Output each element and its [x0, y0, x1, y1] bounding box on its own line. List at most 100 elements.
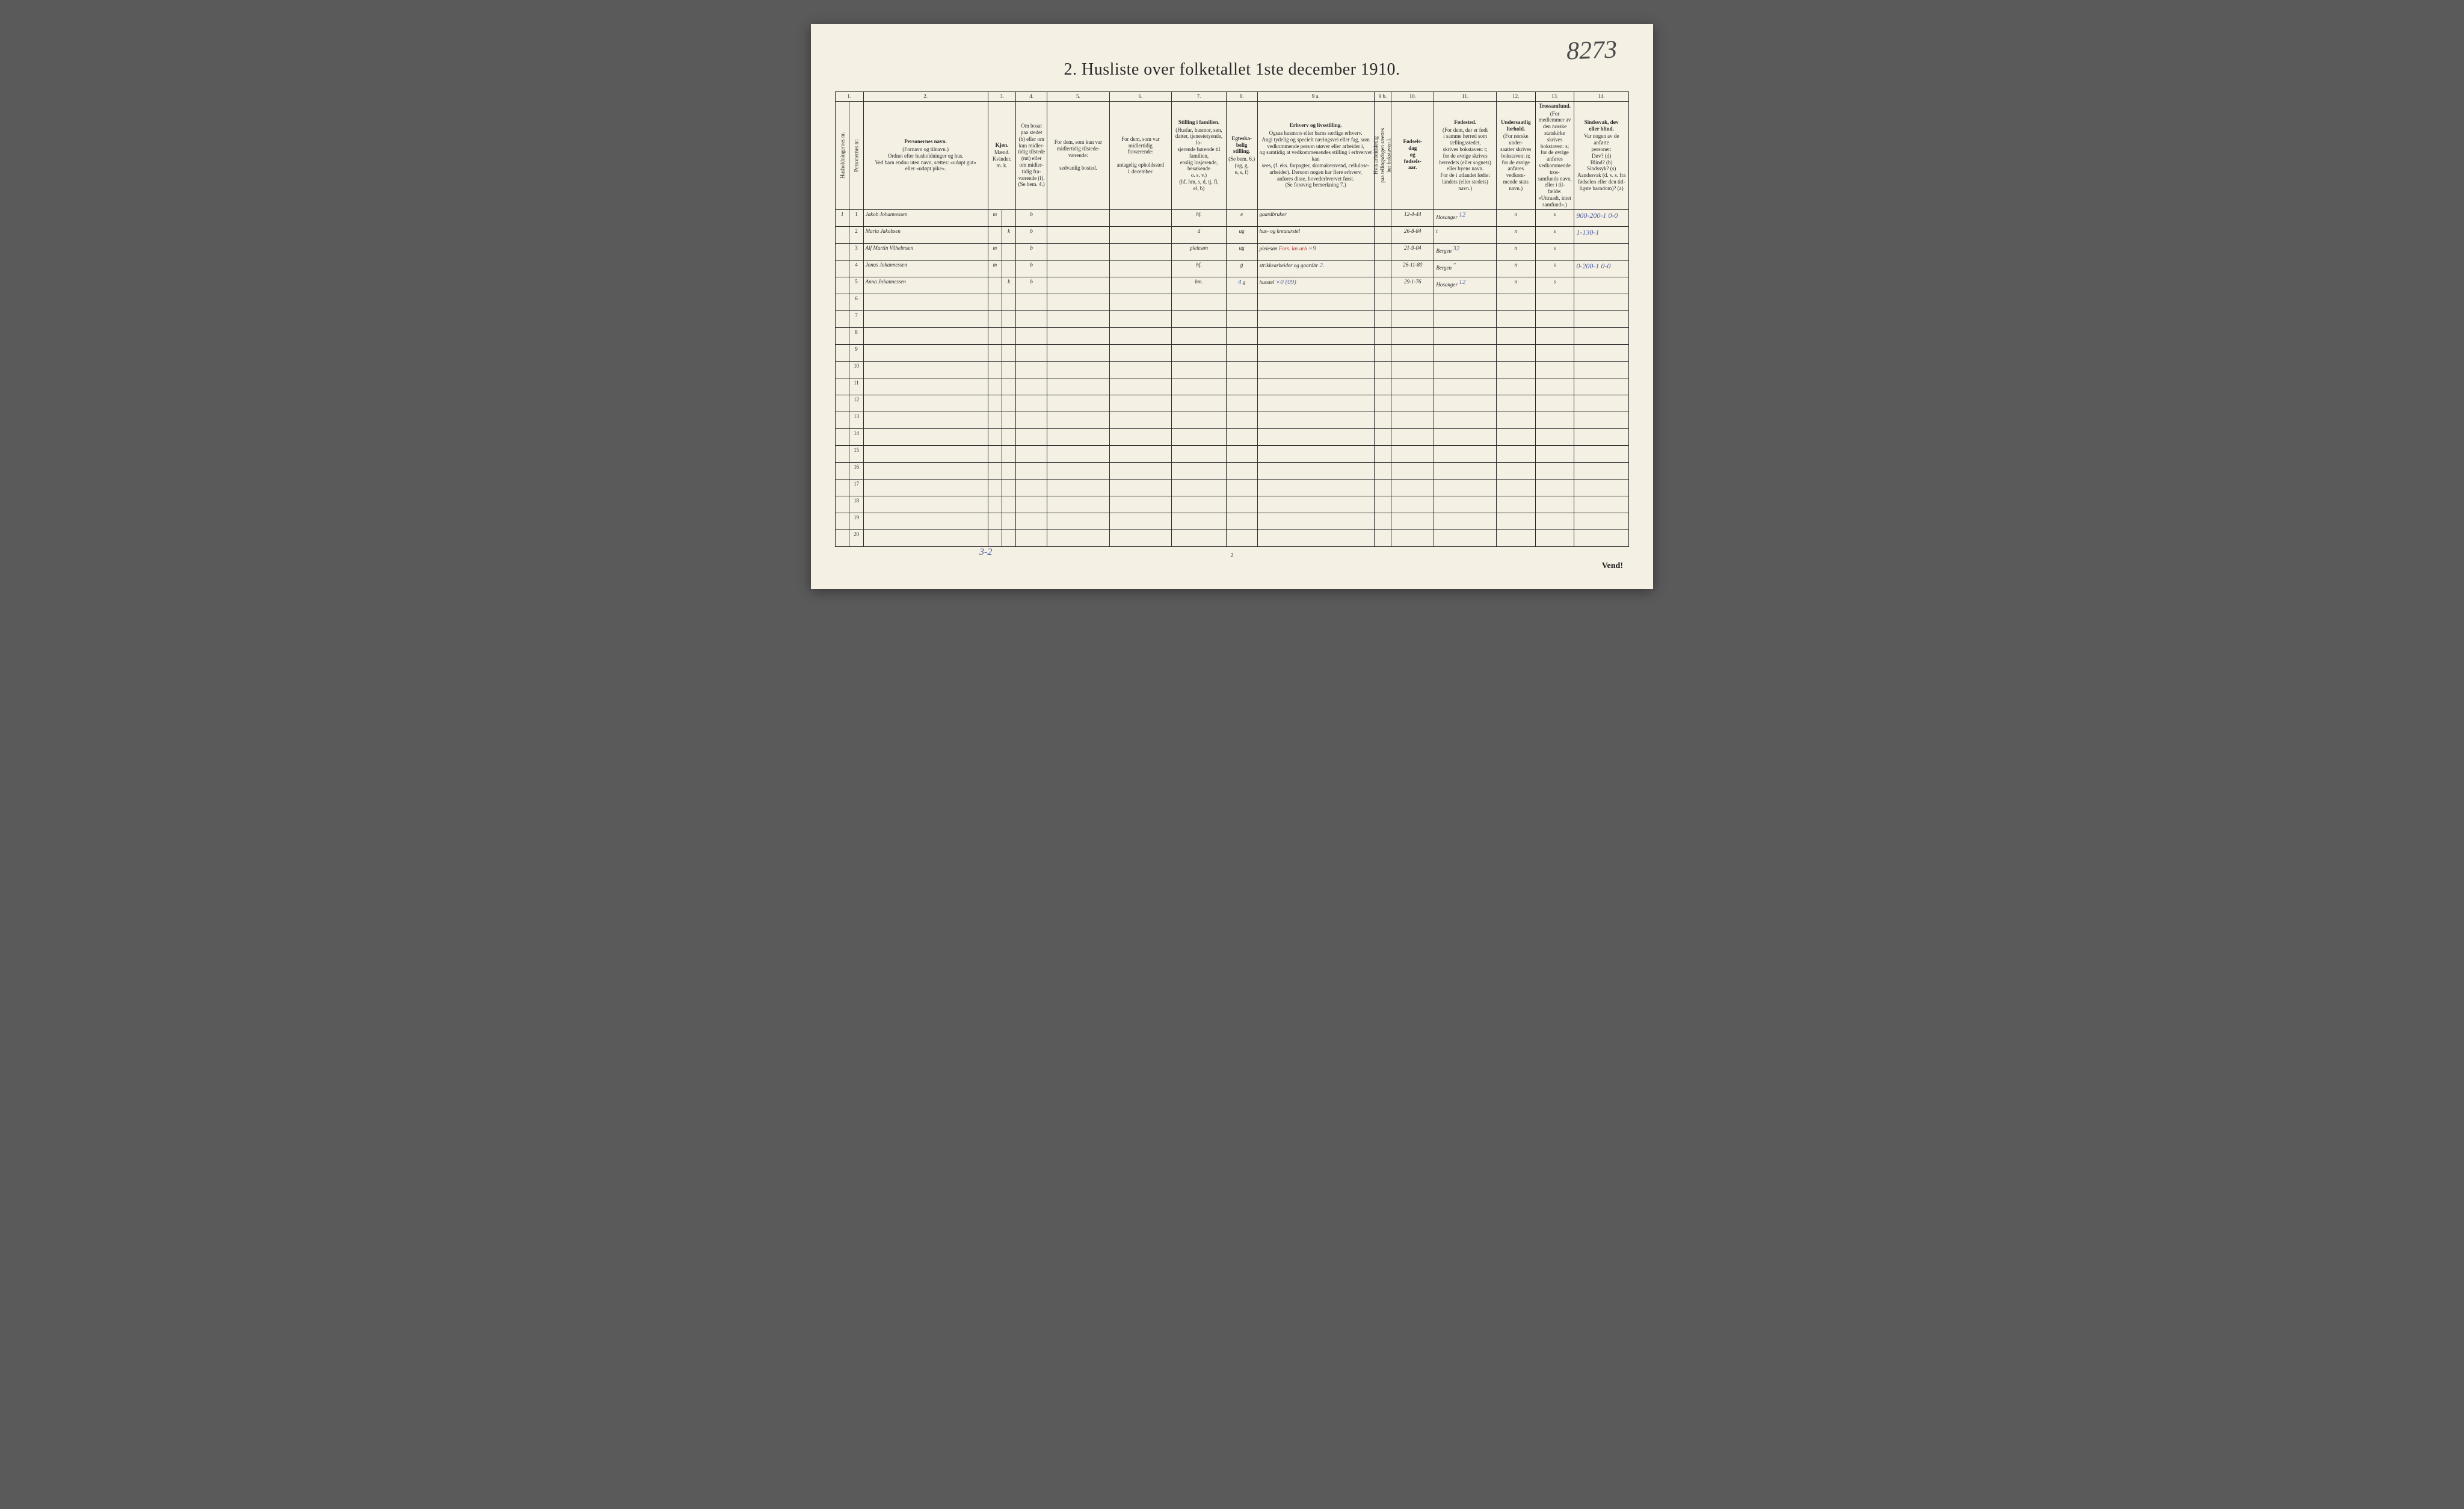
- h13-sub: (For medlemmer av den norske statskirke …: [1538, 111, 1572, 208]
- empty-cell: [1374, 344, 1391, 361]
- empty-cell: [1002, 428, 1016, 445]
- empty-cell: [836, 462, 849, 479]
- h14-sub: Var nogen av de anførte personer: Døv? (…: [1577, 133, 1625, 191]
- h13-title: Trossamfund.: [1538, 103, 1572, 110]
- empty-cell: [988, 310, 1002, 327]
- empty-cell: [1172, 294, 1227, 310]
- empty-cell: [863, 310, 988, 327]
- sex-k: [1002, 243, 1016, 260]
- empty-cell: [1257, 395, 1374, 412]
- empty-cell: [1047, 513, 1110, 529]
- empty-cell: 18: [849, 496, 863, 513]
- empty-cell: [1257, 294, 1374, 310]
- h9a: Erhverv og livsstilling.Ogsaa husmors el…: [1257, 101, 1374, 209]
- empty-cell: [1016, 294, 1047, 310]
- table-row-empty: 11: [836, 378, 1629, 395]
- family-pos: d: [1172, 226, 1227, 243]
- birthplace: t: [1434, 226, 1497, 243]
- empty-cell: [1391, 479, 1434, 496]
- empty-cell: [1434, 462, 1497, 479]
- empty-cell: [1047, 327, 1110, 344]
- person-name: Jakob Johannessen: [863, 209, 988, 226]
- empty-cell: [1226, 395, 1257, 412]
- empty-cell: 15: [849, 445, 863, 462]
- person-name: Maria Jakobsen: [863, 226, 988, 243]
- household-num: [836, 243, 849, 260]
- census-page: 8273 2. Husliste over folketallet 1ste d…: [811, 24, 1653, 589]
- empty-cell: [988, 344, 1002, 361]
- h12: Undersaatlig forhold.(For norske under- …: [1496, 101, 1535, 209]
- empty-cell: [1535, 513, 1574, 529]
- empty-cell: 16: [849, 462, 863, 479]
- empty-cell: [1574, 462, 1629, 479]
- h11: Fødested.(For dem, der er født i samme h…: [1434, 101, 1497, 209]
- empty-cell: [1496, 395, 1535, 412]
- table-row-empty: 17: [836, 479, 1629, 496]
- empty-cell: [863, 395, 988, 412]
- empty-cell: [1047, 395, 1110, 412]
- empty-cell: [1109, 479, 1172, 496]
- sex-k: k: [1002, 277, 1016, 294]
- colnum-7: 7.: [1172, 92, 1227, 102]
- col14: [1574, 243, 1629, 260]
- empty-cell: [1016, 361, 1047, 378]
- empty-cell: [1172, 428, 1227, 445]
- colnum-row: 1. 2. 3. 4. 5. 6. 7. 8. 9 a. 9 b. 10. 11…: [836, 92, 1629, 102]
- residence: b: [1016, 209, 1047, 226]
- empty-cell: [1109, 496, 1172, 513]
- empty-cell: [1496, 445, 1535, 462]
- empty-cell: [1226, 344, 1257, 361]
- col6: [1109, 209, 1172, 226]
- family-pos: hm.: [1172, 277, 1227, 294]
- empty-cell: [1257, 445, 1374, 462]
- empty-cell: [1374, 445, 1391, 462]
- h12-sub: (For norske under- saatter skrives bokst…: [1500, 133, 1531, 191]
- empty-cell: [988, 412, 1002, 428]
- table-row-empty: 13: [836, 412, 1629, 428]
- empty-cell: [1002, 513, 1016, 529]
- h2-title: Personernes navn.: [866, 138, 986, 145]
- empty-cell: [1016, 496, 1047, 513]
- residence: b: [1016, 260, 1047, 277]
- person-name: Jonas Johannessen: [863, 260, 988, 277]
- occupation: pleiesøn Fors. løs arb ×9: [1257, 243, 1374, 260]
- empty-cell: [1016, 529, 1047, 546]
- empty-cell: [1172, 513, 1227, 529]
- h14-title: Sindssvak, døv eller blind.: [1576, 119, 1627, 132]
- empty-cell: [1109, 395, 1172, 412]
- empty-cell: [1434, 378, 1497, 395]
- empty-cell: [1434, 412, 1497, 428]
- empty-cell: [1374, 513, 1391, 529]
- colnum-10: 10.: [1391, 92, 1434, 102]
- colnum-12: 12.: [1496, 92, 1535, 102]
- empty-cell: [1002, 529, 1016, 546]
- empty-cell: [1535, 479, 1574, 496]
- table-row: 3Alf Martin Vilhelmsenmbpleiesønugpleies…: [836, 243, 1629, 260]
- empty-cell: [1047, 344, 1110, 361]
- empty-cell: [1002, 395, 1016, 412]
- h10: Fødsels- dag og fødsels- aar.: [1391, 101, 1434, 209]
- empty-cell: [863, 428, 988, 445]
- person-num: 4: [849, 260, 863, 277]
- empty-cell: [1374, 378, 1391, 395]
- h8: Egteska- belig stilling.(Se bem. 6.) (ug…: [1226, 101, 1257, 209]
- religion: s: [1535, 243, 1574, 260]
- col5: [1047, 260, 1110, 277]
- empty-cell: [1109, 378, 1172, 395]
- empty-cell: [1574, 529, 1629, 546]
- h1a: Husholdningernes nr.: [836, 101, 849, 209]
- empty-cell: [988, 327, 1002, 344]
- marital: 4 g: [1226, 277, 1257, 294]
- empty-cell: [1374, 496, 1391, 513]
- empty-cell: [1257, 513, 1374, 529]
- empty-cell: [1434, 513, 1497, 529]
- empty-cell: [863, 294, 988, 310]
- religion: s: [1535, 226, 1574, 243]
- empty-cell: [1434, 344, 1497, 361]
- h6: For dem, som var midlertidig fraværende:…: [1109, 101, 1172, 209]
- empty-cell: [1574, 428, 1629, 445]
- colnum-9b: 9 b.: [1374, 92, 1391, 102]
- h6-sub: For dem, som var midlertidig fraværende:…: [1117, 136, 1164, 174]
- col14: 1-130-1: [1574, 226, 1629, 243]
- household-num: [836, 277, 849, 294]
